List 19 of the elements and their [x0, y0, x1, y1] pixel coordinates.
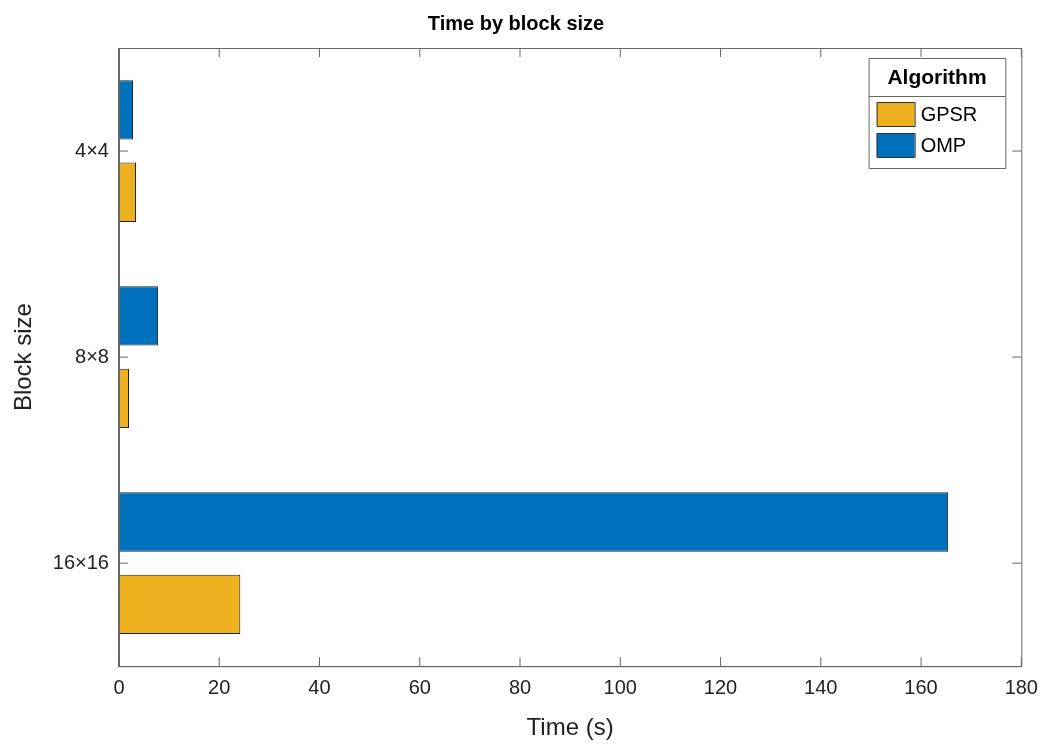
y-tick-label: 16×16	[52, 550, 109, 573]
x-axis-title: Time (s)	[526, 713, 614, 741]
x-tick-label: 60	[408, 675, 431, 698]
x-tick-label: 40	[308, 675, 331, 698]
x-tick-label: 80	[508, 675, 532, 698]
chart-title: Time by block size	[427, 11, 605, 34]
x-tick-label: 160	[904, 675, 938, 698]
y-tick-label: 4×4	[75, 138, 109, 161]
legend-title: Algorithm	[887, 64, 987, 88]
x-tick-label: 120	[703, 675, 738, 698]
x-tick-label: 180	[1004, 675, 1038, 698]
legend-label: OMP	[920, 133, 967, 156]
x-tick-label: 20	[208, 675, 231, 698]
x-tick-label: 100	[603, 675, 637, 698]
y-tick-label: 8×8	[75, 344, 109, 367]
x-tick-label: 0	[113, 675, 125, 698]
y-axis-title: Block size	[9, 303, 37, 412]
x-tick-label: 140	[804, 675, 838, 698]
legend-label: GPSR	[920, 102, 978, 125]
